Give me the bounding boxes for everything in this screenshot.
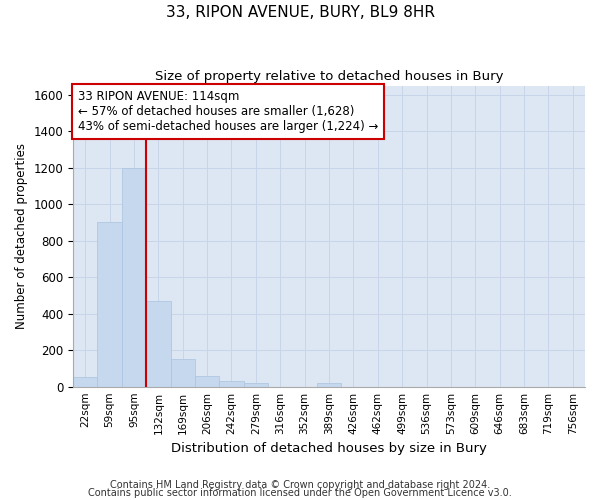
Bar — [220, 381, 244, 386]
Text: Contains public sector information licensed under the Open Government Licence v3: Contains public sector information licen… — [88, 488, 512, 498]
Bar — [73, 376, 97, 386]
Bar — [195, 376, 220, 386]
Bar — [317, 383, 341, 386]
Bar — [146, 301, 170, 386]
X-axis label: Distribution of detached houses by size in Bury: Distribution of detached houses by size … — [171, 442, 487, 455]
Text: 33 RIPON AVENUE: 114sqm
← 57% of detached houses are smaller (1,628)
43% of semi: 33 RIPON AVENUE: 114sqm ← 57% of detache… — [78, 90, 379, 133]
Bar — [170, 360, 195, 386]
Bar — [97, 222, 122, 386]
Bar — [122, 168, 146, 386]
Text: 33, RIPON AVENUE, BURY, BL9 8HR: 33, RIPON AVENUE, BURY, BL9 8HR — [166, 5, 434, 20]
Text: Contains HM Land Registry data © Crown copyright and database right 2024.: Contains HM Land Registry data © Crown c… — [110, 480, 490, 490]
Y-axis label: Number of detached properties: Number of detached properties — [15, 143, 28, 329]
Title: Size of property relative to detached houses in Bury: Size of property relative to detached ho… — [155, 70, 503, 83]
Bar — [244, 383, 268, 386]
